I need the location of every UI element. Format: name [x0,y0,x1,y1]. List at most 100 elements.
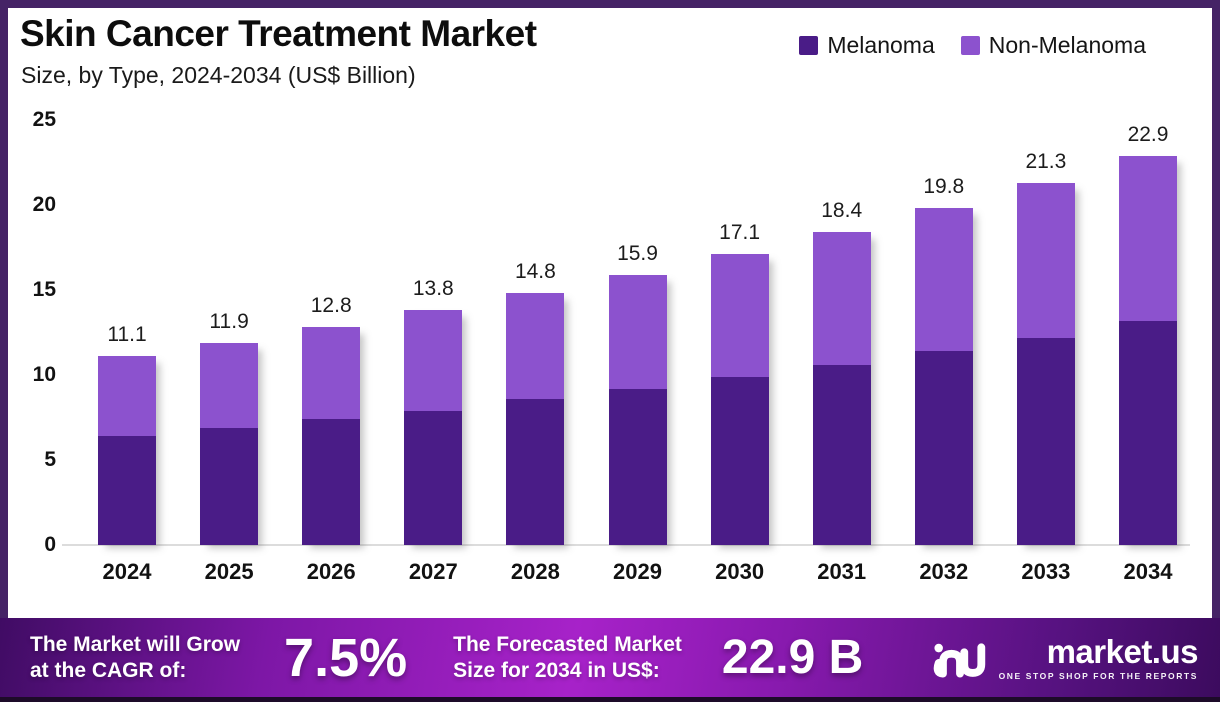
melanoma-segment [914,351,973,545]
x-axis-label-2032: 2032 [919,559,969,584]
logo-wordmark: market.us [1046,632,1199,670]
bar-column-2034: 22.9 [1119,123,1177,545]
bar-stack [302,327,361,545]
page-subtitle: Size, by Type, 2024-2034 (US$ Billion) [21,62,416,88]
non-melanoma-segment [98,356,156,437]
legend-item-non-melanoma: Non-Melanoma [960,32,1146,59]
x-axis-label-2028: 2028 [510,559,560,584]
bar-stack [200,342,259,545]
banner-content: The Market will Grow at the CAGR of: 7.5… [0,618,1220,697]
non-melanoma-segment [506,293,565,399]
bar-total-label: 14.8 [514,260,556,284]
bar-total-label: 15.9 [617,241,658,265]
legend-item-melanoma: Melanoma [799,32,935,59]
non-melanoma-swatch-icon [960,36,980,55]
bar-stack [608,274,667,545]
bar-column-2029: 15.9 [608,242,667,545]
non-melanoma-segment [608,274,667,389]
x-axis-label-2027: 2027 [408,559,458,584]
x-axis-label-2030: 2030 [715,559,765,584]
bar-total-label: 17.1 [719,221,761,245]
non-melanoma-segment [404,310,463,411]
bar-total-label: 19.8 [923,175,965,199]
melanoma-segment [1119,320,1177,545]
plot-area: 0 5 10 15 20 25 11.1 2024 11.9 2025 12.8 2026 13.8 20… [8,8,1212,694]
logo-text-column: market.us ONE STOP SHOP FOR THE REPORTS [998,632,1199,681]
legend-label: Melanoma [827,32,935,58]
bar-stack [1119,155,1177,545]
bar-stack [710,254,769,545]
melanoma-segment [812,364,871,545]
bar-column-2024: 11.1 [98,323,156,545]
non-melanoma-segment [812,232,871,365]
bar-stack [98,356,156,545]
bar-column-2031: 18.4 [812,199,871,545]
bar-column-2033: 21.3 [1016,150,1075,545]
forecast-caption: The Forecasted Market Size for 2034 in U… [453,632,682,684]
x-axis-label-2026: 2026 [306,559,356,584]
y-axis-tick-label: 5 [44,448,56,471]
bar-column-2028: 14.8 [506,260,565,545]
forecast-value: 22.9 B [721,631,864,684]
y-axis-tick-label: 20 [32,193,56,216]
banner-bottom-strip [0,697,1220,702]
forecast-caption-line1: The Forecasted Market [453,632,682,656]
melanoma-segment [608,388,667,545]
non-melanoma-segment [710,254,769,377]
legend-label: Non-Melanoma [988,32,1146,58]
marketus-logo: market.us ONE STOP SHOP FOR THE REPORTS [933,632,1199,683]
logo-tagline: ONE STOP SHOP FOR THE REPORTS [998,670,1198,681]
page-title: Skin Cancer Treatment Market [20,13,537,54]
cagr-caption-line1: The Market will Grow [30,632,241,656]
x-axis-label-2033: 2033 [1021,559,1071,584]
bar-stack [404,310,463,545]
bar-total-label: 22.9 [1127,122,1169,146]
bar-column-2026: 12.8 [302,294,361,545]
melanoma-segment [1016,337,1075,545]
bar-total-label: 13.8 [412,277,454,301]
bottom-banner: The Market will Grow at the CAGR of: 7.5… [0,618,1220,702]
melanoma-segment [710,376,769,545]
melanoma-segment [200,427,259,545]
chart-canvas: Skin Cancer Treatment Market Size, by Ty… [8,8,1212,694]
melanoma-segment [98,436,156,545]
cagr-caption: The Market will Grow at the CAGR of: [30,632,240,684]
x-axis-baseline [62,544,1190,546]
non-melanoma-segment [302,327,361,420]
non-melanoma-segment [1016,182,1075,338]
x-axis-label-2025: 2025 [204,559,254,584]
bar-total-label: 11.9 [209,309,249,333]
forecast-caption-line2: Size for 2034 in US$: [453,658,660,682]
bar-stack [914,208,973,545]
cagr-value: 7.5% [284,627,408,688]
y-axis-tick-label: 10 [32,363,56,386]
non-melanoma-segment [200,342,259,428]
melanoma-swatch-icon [799,36,819,55]
y-axis-tick-label: 0 [44,533,56,556]
x-axis-label-2034: 2034 [1123,559,1173,584]
bar-total-label: 12.8 [310,294,352,318]
x-axis-label-2029: 2029 [613,559,662,584]
bar-total-label: 18.4 [821,199,863,223]
chart-legend: Melanoma Non-Melanoma [799,32,1146,59]
melanoma-segment [302,419,361,545]
bar-total-label: 21.3 [1025,149,1067,173]
non-melanoma-segment [1119,155,1177,321]
marketus-logo-icon [933,642,985,678]
cagr-caption-line2: at the CAGR of: [30,658,187,682]
bar-column-2030: 17.1 [710,221,769,545]
bar-column-2025: 11.9 [200,310,259,545]
melanoma-segment [404,410,463,545]
y-axis-tick-label: 15 [32,278,56,301]
x-axis-label-2031: 2031 [817,559,867,584]
bar-column-2027: 13.8 [404,277,463,545]
bar-stack [506,293,565,545]
melanoma-segment [506,398,565,545]
bar-stack [812,232,871,545]
bar-column-2032: 19.8 [914,175,973,545]
non-melanoma-segment [914,208,973,352]
bar-stack [1016,182,1075,545]
x-axis-label-2024: 2024 [102,559,152,584]
y-axis-tick-label: 25 [32,108,56,131]
